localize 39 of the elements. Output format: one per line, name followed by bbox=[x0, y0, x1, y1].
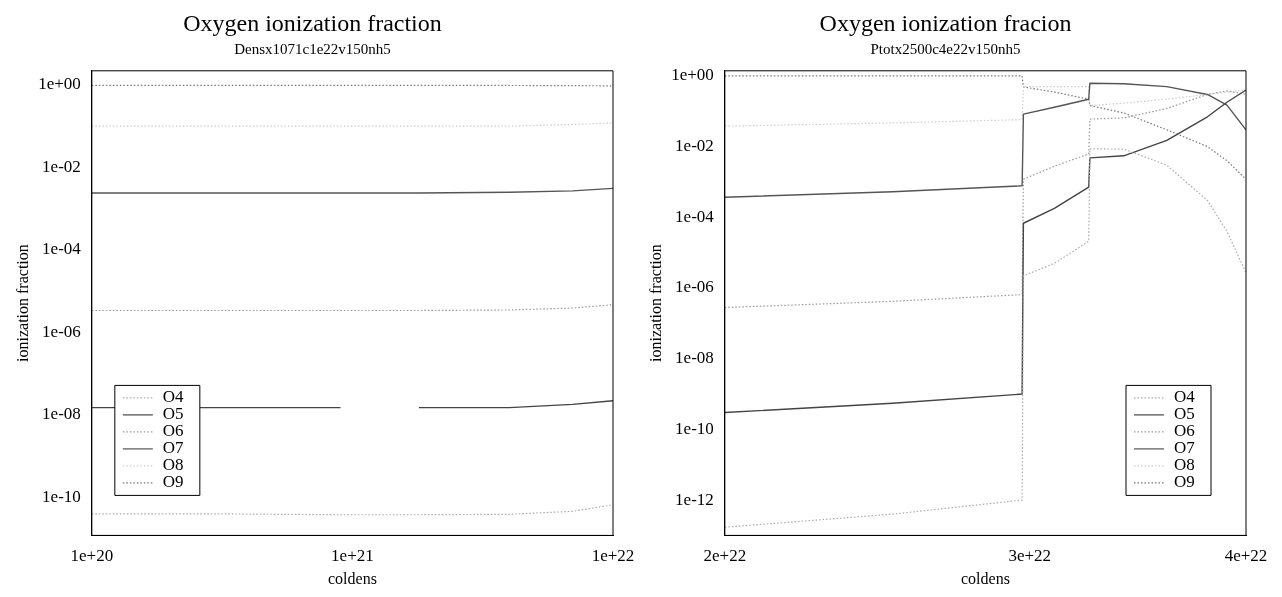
legend-label: O9 bbox=[1174, 472, 1195, 492]
legend-label: O4 bbox=[162, 387, 185, 407]
x-tick-label: 1e+22 bbox=[591, 546, 635, 566]
y-tick-label: 1e-04 bbox=[42, 239, 82, 259]
legend-label: O8 bbox=[1174, 455, 1195, 475]
legend-label: O4 bbox=[1174, 387, 1196, 407]
y-tick-label: 1e-08 bbox=[675, 348, 714, 368]
y-tick-label: 1e-08 bbox=[42, 404, 81, 424]
y-tick-label: 1e-02 bbox=[42, 156, 81, 176]
legend-label: O9 bbox=[162, 472, 184, 492]
x-tick-label: 3e+22 bbox=[1008, 546, 1052, 566]
legend-label: O8 bbox=[162, 455, 184, 475]
y-tick-label: 1e-10 bbox=[42, 486, 81, 506]
y-tick-label: 1e-04 bbox=[675, 206, 715, 226]
y-tick-label: 1e+00 bbox=[38, 74, 81, 94]
y-tick-label: 1e-10 bbox=[675, 418, 714, 438]
y-tick-label: 1e+00 bbox=[671, 65, 714, 85]
chart-title: Oxygen ionization fraction bbox=[183, 9, 442, 36]
legend-label: O7 bbox=[1174, 438, 1196, 458]
x-tick-label: 4e+22 bbox=[1224, 546, 1268, 566]
y-tick-label: 1e-12 bbox=[675, 489, 714, 509]
y-axis-title: ionization fraction bbox=[13, 244, 31, 362]
x-tick-label: 1e+21 bbox=[331, 546, 374, 566]
y-tick-label: 1e-02 bbox=[675, 136, 714, 156]
chart-subtitle: Densx1071c1e22v150nh5 bbox=[234, 40, 391, 57]
chart-title: Oxygen ionization fracion bbox=[819, 9, 1072, 36]
x-axis-title: coldens bbox=[327, 569, 377, 587]
legend-label: O5 bbox=[1174, 404, 1195, 424]
x-tick-label: 1e+20 bbox=[70, 546, 114, 566]
legend-label: O5 bbox=[162, 404, 184, 424]
legend-label: O6 bbox=[162, 421, 184, 441]
legend-label: O7 bbox=[162, 438, 185, 458]
chart-subtitle: Ptotx2500c4e22v150nh5 bbox=[870, 40, 1021, 57]
x-axis-title: coldens bbox=[960, 569, 1010, 587]
y-tick-label: 1e-06 bbox=[675, 277, 714, 297]
legend-label: O6 bbox=[1174, 421, 1195, 441]
y-axis-title: ionization fraction bbox=[646, 244, 664, 362]
y-tick-label: 1e-06 bbox=[42, 321, 81, 341]
x-tick-label: 2e+22 bbox=[703, 546, 747, 566]
